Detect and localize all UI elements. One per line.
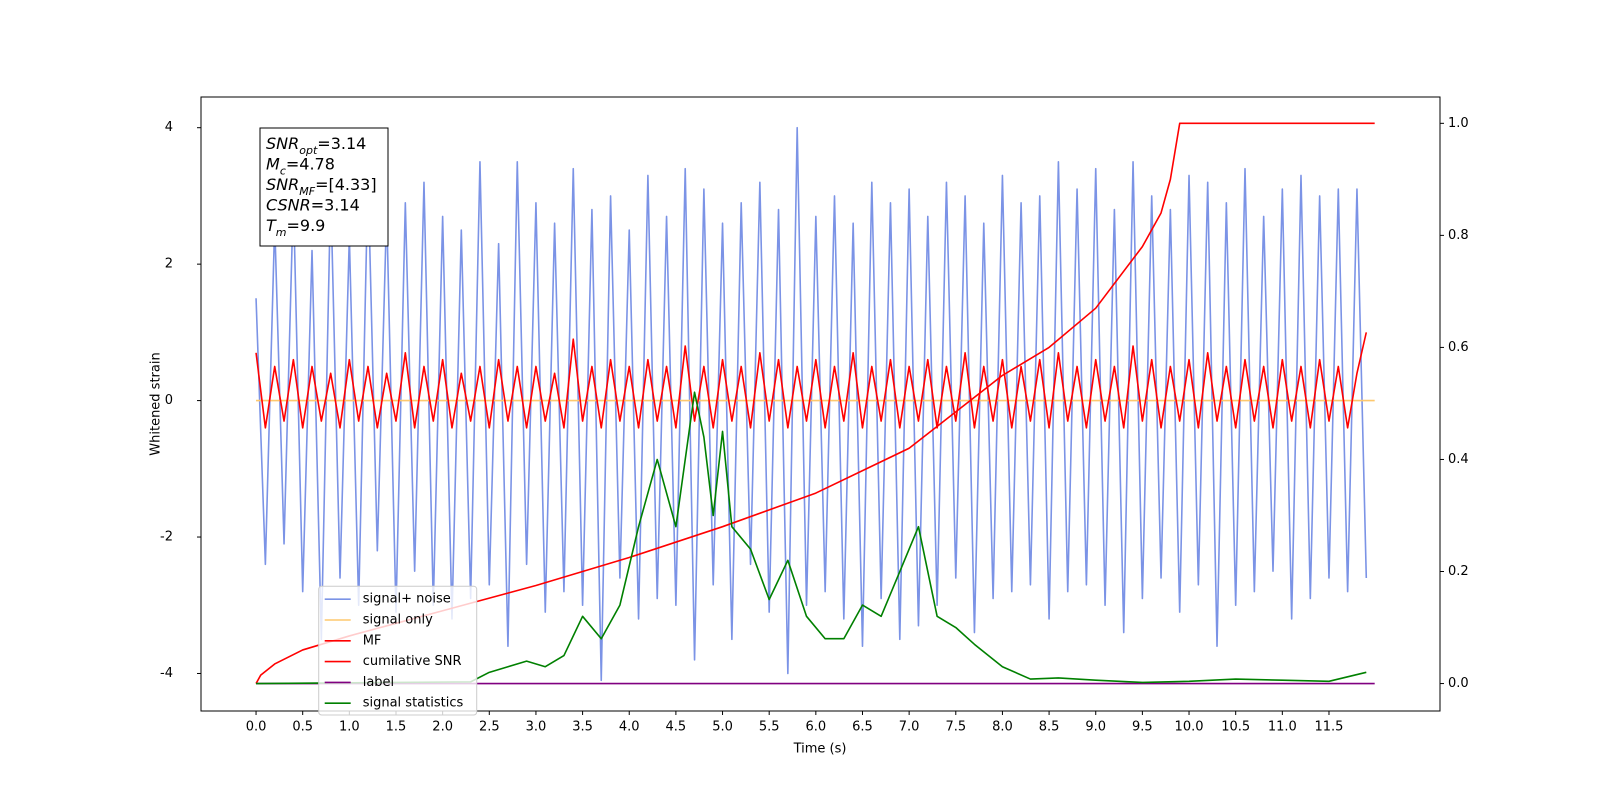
x-tick-label: 0.5 bbox=[292, 720, 313, 735]
x-tick-label: 8.0 bbox=[992, 720, 1013, 735]
annotation-symbol: M bbox=[266, 154, 280, 173]
annotation-line: Tm=9.9 bbox=[266, 216, 325, 239]
x-tick-label: 0.0 bbox=[246, 720, 267, 735]
annotation-symbol: CSNR bbox=[266, 195, 311, 214]
x-tick-label: 7.5 bbox=[945, 720, 966, 735]
y-tick-label: -2 bbox=[160, 530, 173, 545]
x-tick-label: 5.5 bbox=[759, 720, 780, 735]
annotation-value: =3.14 bbox=[317, 134, 366, 153]
x-tick-label: 1.0 bbox=[339, 720, 360, 735]
annotation-subscript: opt bbox=[299, 144, 318, 157]
annotation-line: CSNR=3.14 bbox=[266, 195, 360, 214]
x-tick-label: 11.0 bbox=[1268, 720, 1297, 735]
x-tick-label: 10.5 bbox=[1221, 720, 1250, 735]
x-tick-label: 8.5 bbox=[1039, 720, 1060, 735]
x-tick-label: 2.0 bbox=[432, 720, 453, 735]
annotation-value: =4.78 bbox=[286, 154, 335, 173]
legend-label: cumilative SNR bbox=[363, 654, 462, 669]
y2-tick-label: 1.0 bbox=[1448, 116, 1469, 131]
x-tick-label: 2.5 bbox=[479, 720, 500, 735]
y2-tick-label: 0.4 bbox=[1448, 452, 1469, 467]
x-tick-label: 1.5 bbox=[386, 720, 407, 735]
x-tick-label: 9.0 bbox=[1085, 720, 1106, 735]
series-line bbox=[255, 126, 1368, 682]
x-tick-label: 3.0 bbox=[526, 720, 547, 735]
x-tick-label: 3.5 bbox=[572, 720, 593, 735]
annotation-symbol: SNR bbox=[266, 175, 299, 194]
y2-tick-label: 0.2 bbox=[1448, 564, 1469, 579]
x-axis-label: Time (s) bbox=[793, 742, 847, 757]
annotation-value: =[4.33] bbox=[315, 175, 377, 194]
annotation-line: SNRopt=3.14 bbox=[266, 134, 366, 157]
y-tick-label: 4 bbox=[165, 120, 173, 135]
y-tick-label: 0 bbox=[165, 393, 173, 408]
legend-label: label bbox=[363, 675, 394, 690]
x-tick-label: 9.5 bbox=[1132, 720, 1153, 735]
annotation-subscript: m bbox=[276, 226, 287, 239]
legend-box bbox=[318, 585, 478, 716]
x-tick-label: 4.0 bbox=[619, 720, 640, 735]
annotation-symbol: SNR bbox=[266, 134, 299, 153]
annotation-line: SNRMF=[4.33] bbox=[266, 175, 377, 198]
legend-label: MF bbox=[363, 633, 382, 648]
legend-label: signal statistics bbox=[363, 696, 464, 711]
y-tick-label: -4 bbox=[160, 666, 173, 681]
annotation-subscript: MF bbox=[299, 185, 315, 198]
annotation-box bbox=[259, 127, 389, 247]
annotation-subscript: c bbox=[280, 164, 286, 177]
y2-tick-label: 0.6 bbox=[1448, 340, 1469, 355]
annotation-symbol: T bbox=[266, 216, 277, 235]
x-tick-label: 4.5 bbox=[666, 720, 687, 735]
y-tick-label: 2 bbox=[165, 257, 173, 272]
series-line bbox=[255, 122, 1375, 684]
annotation-value: =3.14 bbox=[311, 195, 360, 214]
y-axis-label: Whitened strain bbox=[149, 352, 164, 455]
y2-tick-label: 0.8 bbox=[1448, 228, 1469, 243]
x-tick-label: 10.0 bbox=[1175, 720, 1204, 735]
x-tick-label: 6.5 bbox=[852, 720, 873, 735]
annotation-value: =9.9 bbox=[287, 216, 326, 235]
y2-tick-label: 0.0 bbox=[1448, 676, 1469, 691]
legend-label: signal+ noise bbox=[363, 592, 451, 607]
plot-area bbox=[255, 122, 1375, 685]
x-tick-label: 11.5 bbox=[1314, 720, 1343, 735]
series-line bbox=[256, 391, 1367, 685]
x-tick-label: 5.0 bbox=[712, 720, 733, 735]
annotation-line: Mc=4.78 bbox=[266, 154, 335, 177]
legend-label: signal only bbox=[363, 613, 433, 628]
x-tick-label: 6.0 bbox=[805, 720, 826, 735]
series-line bbox=[255, 332, 1368, 429]
x-tick-label: 7.0 bbox=[899, 720, 920, 735]
axes-frame bbox=[200, 96, 1441, 712]
